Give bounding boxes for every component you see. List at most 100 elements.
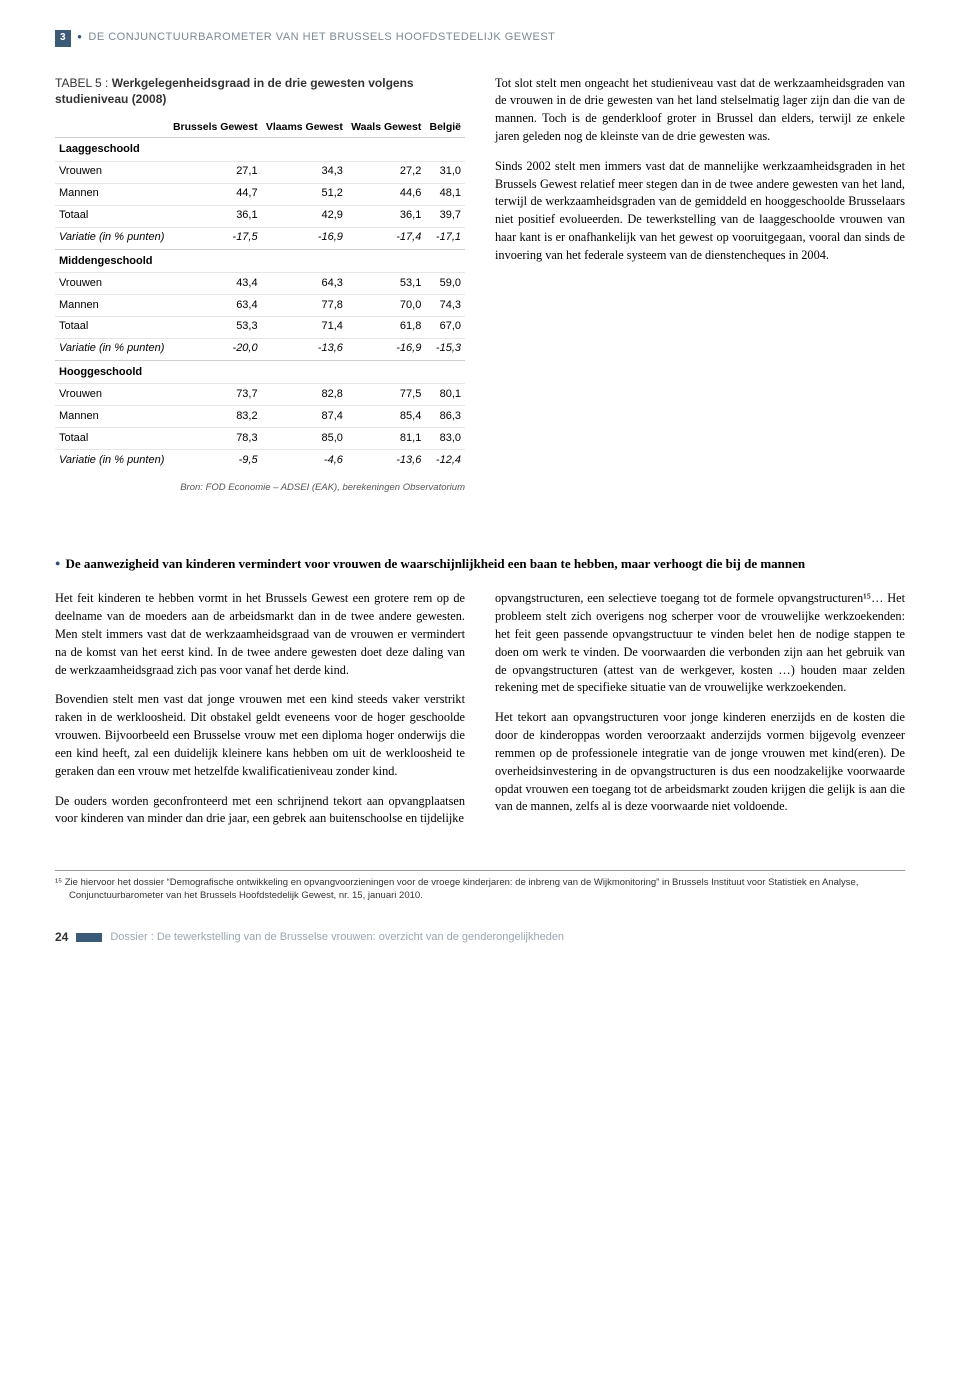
col-label (55, 119, 169, 138)
row-label: Totaal (55, 316, 169, 338)
lower-right-column: opvangstructuren, een selectieve toegang… (495, 590, 905, 840)
row-label: Vrouwen (55, 384, 169, 406)
cell-value: 85,0 (262, 428, 347, 450)
col-vlaams: Vlaams Gewest (262, 119, 347, 138)
table-row: Variatie (in % punten)-9,5-4,6-13,6-12,4 (55, 450, 465, 471)
cell-value: -17,4 (347, 227, 425, 249)
table-row: Vrouwen27,134,327,231,0 (55, 161, 465, 183)
table-row: Vrouwen73,782,877,580,1 (55, 384, 465, 406)
lower-left-column: Het feit kinderen te hebben vormt in het… (55, 590, 465, 840)
cell-value: 73,7 (169, 384, 262, 406)
cell-value: 70,0 (347, 295, 425, 317)
cell-value: 87,4 (262, 406, 347, 428)
footer-bar-icon (76, 933, 102, 942)
table-source: Bron: FOD Economie – ADSEI (EAK), bereke… (55, 481, 465, 495)
cell-value: -16,9 (262, 227, 347, 249)
cell-value: 67,0 (425, 316, 465, 338)
cell-value: 59,0 (425, 273, 465, 295)
footer-text: Dossier : De tewerkstelling van de Bruss… (110, 930, 564, 946)
cell-value: 44,7 (169, 183, 262, 205)
cell-value: -16,9 (347, 338, 425, 360)
header-bullet-icon: ● (77, 31, 82, 43)
table-section-row: Hooggeschoold (55, 360, 465, 383)
cell-value: 51,2 (262, 183, 347, 205)
cell-value: 86,3 (425, 406, 465, 428)
cell-value: 27,1 (169, 161, 262, 183)
row-label: Vrouwen (55, 161, 169, 183)
header-badge: 3 (55, 30, 71, 47)
cell-value: 48,1 (425, 183, 465, 205)
cell-value: 43,4 (169, 273, 262, 295)
cell-value: 34,3 (262, 161, 347, 183)
cell-value: 78,3 (169, 428, 262, 450)
table-row: Variatie (in % punten)-20,0-13,6-16,9-15… (55, 338, 465, 360)
section-label: Hooggeschoold (55, 360, 465, 383)
section-label: Laaggeschoold (55, 138, 465, 161)
cell-value: 31,0 (425, 161, 465, 183)
cell-value: 61,8 (347, 316, 425, 338)
table-header-row: Brussels Gewest Vlaams Gewest Waals Gewe… (55, 119, 465, 138)
col-brussels: Brussels Gewest (169, 119, 262, 138)
cell-value: -20,0 (169, 338, 262, 360)
section-label: Middengeschoold (55, 249, 465, 272)
body-paragraph: Sinds 2002 stelt men immers vast dat de … (495, 158, 905, 265)
subheading: ●De aanwezigheid van kinderen vermindert… (55, 555, 905, 573)
cell-value: 36,1 (169, 205, 262, 227)
page-footer: 24 Dossier : De tewerkstelling van de Br… (55, 929, 905, 946)
footnote: ¹⁵ Zie hiervoor het dossier “Demografisc… (55, 877, 905, 903)
cell-value: 53,1 (347, 273, 425, 295)
cell-value: 44,6 (347, 183, 425, 205)
body-paragraph: Bovendien stelt men vast dat jonge vrouw… (55, 691, 465, 780)
cell-value: 83,2 (169, 406, 262, 428)
right-text-column: Tot slot stelt men ongeacht het studieni… (495, 75, 905, 495)
header-title: DE CONJUNCTUURBAROMETER VAN HET BRUSSELS… (88, 30, 555, 46)
cell-value: -13,6 (347, 450, 425, 471)
cell-value: 71,4 (262, 316, 347, 338)
cell-value: -17,5 (169, 227, 262, 249)
cell-value: 39,7 (425, 205, 465, 227)
body-paragraph: Het tekort aan opvangstructuren voor jon… (495, 709, 905, 816)
cell-value: 81,1 (347, 428, 425, 450)
table-row: Mannen83,287,485,486,3 (55, 406, 465, 428)
row-label: Totaal (55, 428, 169, 450)
row-label: Mannen (55, 183, 169, 205)
table-row: Variatie (in % punten)-17,5-16,9-17,4-17… (55, 227, 465, 249)
page-header: 3 ● DE CONJUNCTUURBAROMETER VAN HET BRUS… (55, 30, 905, 47)
body-paragraph: Tot slot stelt men ongeacht het studieni… (495, 75, 905, 146)
bullet-icon: ● (55, 558, 60, 568)
row-label: Variatie (in % punten) (55, 227, 169, 249)
cell-value: -4,6 (262, 450, 347, 471)
body-paragraph: De ouders worden geconfronteerd met een … (55, 793, 465, 829)
table-row: Mannen63,477,870,074,3 (55, 295, 465, 317)
table-section-row: Laaggeschoold (55, 138, 465, 161)
row-label: Vrouwen (55, 273, 169, 295)
cell-value: 85,4 (347, 406, 425, 428)
table-row: Totaal36,142,936,139,7 (55, 205, 465, 227)
data-table: Brussels Gewest Vlaams Gewest Waals Gewe… (55, 119, 465, 471)
col-waals: Waals Gewest (347, 119, 425, 138)
table-row: Totaal53,371,461,867,0 (55, 316, 465, 338)
table-row: Totaal78,385,081,183,0 (55, 428, 465, 450)
cell-value: 77,5 (347, 384, 425, 406)
cell-value: 80,1 (425, 384, 465, 406)
cell-value: -12,4 (425, 450, 465, 471)
cell-value: 63,4 (169, 295, 262, 317)
cell-value: 82,8 (262, 384, 347, 406)
page-number: 24 (55, 929, 68, 946)
footnote-separator (55, 870, 905, 871)
cell-value: -13,6 (262, 338, 347, 360)
table-row: Vrouwen43,464,353,159,0 (55, 273, 465, 295)
cell-value: -15,3 (425, 338, 465, 360)
cell-value: 53,3 (169, 316, 262, 338)
row-label: Totaal (55, 205, 169, 227)
body-paragraph: Het feit kinderen te hebben vormt in het… (55, 590, 465, 679)
table-section-row: Middengeschoold (55, 249, 465, 272)
cell-value: 27,2 (347, 161, 425, 183)
row-label: Mannen (55, 406, 169, 428)
cell-value: 42,9 (262, 205, 347, 227)
cell-value: 64,3 (262, 273, 347, 295)
table-title: TABEL 5 : Werkgelegenheidsgraad in de dr… (55, 75, 465, 107)
table-row: Mannen44,751,244,648,1 (55, 183, 465, 205)
row-label: Variatie (in % punten) (55, 338, 169, 360)
cell-value: -17,1 (425, 227, 465, 249)
